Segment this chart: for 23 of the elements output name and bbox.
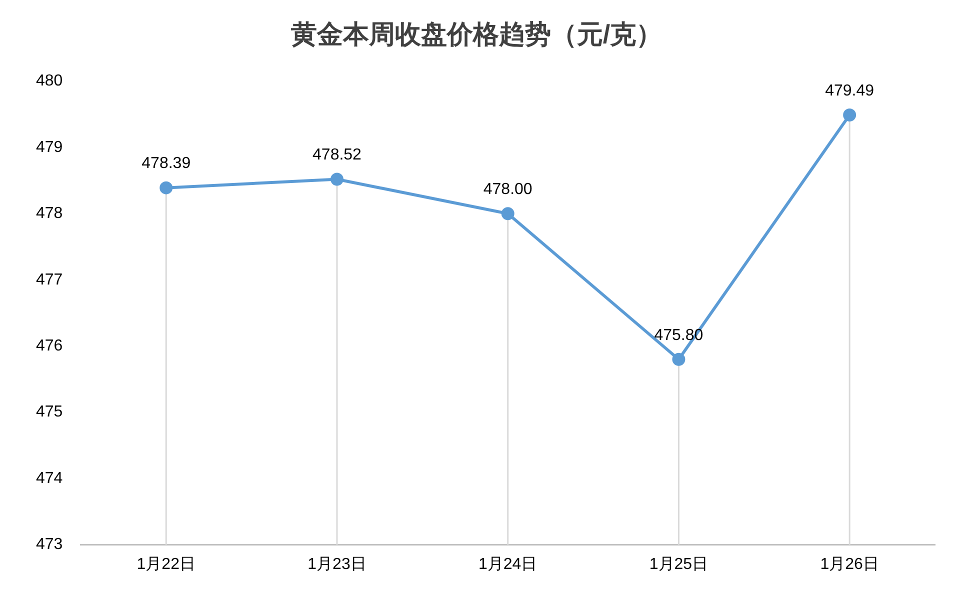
y-tick-label: 474 xyxy=(36,470,63,487)
point xyxy=(672,352,686,366)
point xyxy=(330,172,344,186)
point xyxy=(160,181,173,194)
x-tick-label: 1月26日 xyxy=(820,556,879,573)
y-tick-label: 478 xyxy=(36,205,63,222)
data-label: 478.52 xyxy=(312,146,362,164)
point xyxy=(501,207,514,220)
data-label: 479.49 xyxy=(825,82,874,100)
x-tick-label: 1月24日 xyxy=(478,556,538,573)
data-label: 478.39 xyxy=(142,155,191,172)
y-tick-label: 477 xyxy=(36,271,63,288)
x-tick-label: 1月22日 xyxy=(136,556,196,573)
y-tick-label: 480 xyxy=(36,72,63,90)
x-tick-label: 1月23日 xyxy=(308,556,366,573)
y-tick-label: 476 xyxy=(36,338,63,355)
y-tick-label: 473 xyxy=(36,536,63,554)
y-tick-label: 479 xyxy=(36,138,63,156)
y-tick-label: 475 xyxy=(36,404,63,421)
data-label: 478.00 xyxy=(483,181,532,198)
chart-title: 黄金本周收盘价格趋势（元/克） xyxy=(290,18,662,49)
point xyxy=(843,108,856,122)
x-tick-label: 1月25日 xyxy=(649,556,708,573)
